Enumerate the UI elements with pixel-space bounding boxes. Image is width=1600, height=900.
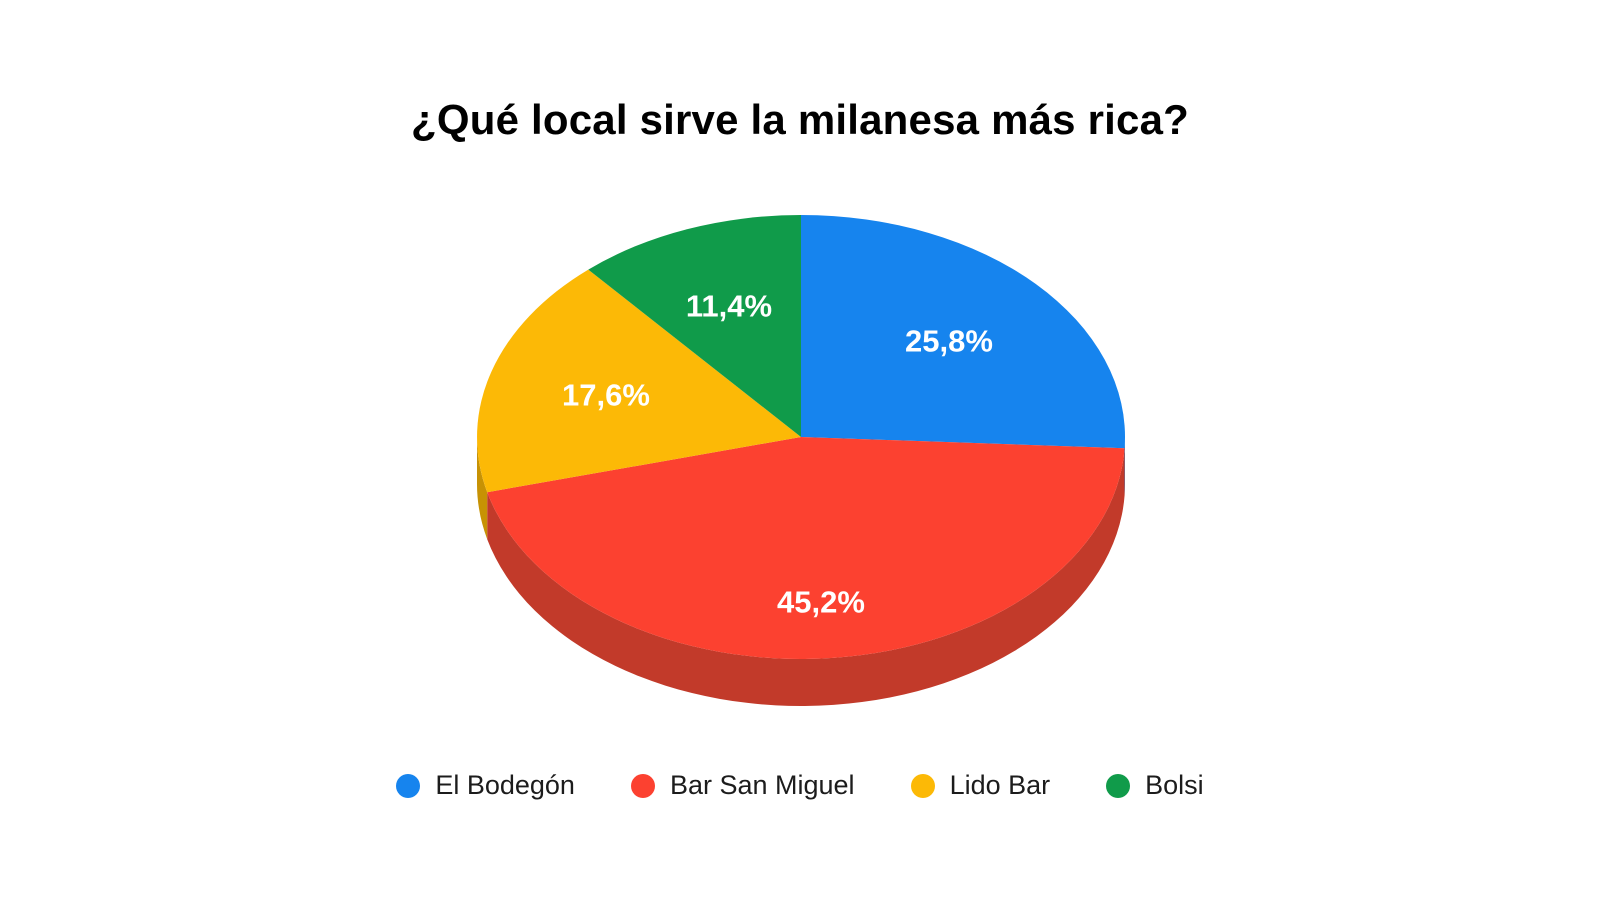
pie-slice-1 xyxy=(487,437,1125,659)
pie-slice-2 xyxy=(477,269,801,493)
slice-label-0: 25,8% xyxy=(905,324,993,359)
legend-swatch-icon xyxy=(630,773,655,798)
pie-slice-3 xyxy=(588,215,801,437)
slice-label-3: 11,4% xyxy=(686,289,772,324)
legend-item-2: Lido Bar xyxy=(910,770,1051,801)
chart-legend: El Bodegón Bar San Miguel Lido Bar Bolsi xyxy=(0,770,1600,801)
legend-item-0: El Bodegón xyxy=(396,770,575,801)
slice-label-1: 45,2% xyxy=(777,585,865,620)
pie-slice-0 xyxy=(801,215,1126,449)
legend-item-3: Bolsi xyxy=(1106,770,1204,801)
legend-label: El Bodegón xyxy=(435,770,575,800)
legend-label: Bolsi xyxy=(1145,770,1204,800)
pie-slice-side-1 xyxy=(487,448,1125,706)
legend-label: Bar San Miguel xyxy=(669,770,855,800)
pie-slice-side-2 xyxy=(477,437,488,540)
legend-swatch-icon xyxy=(910,773,935,798)
legend-swatch-icon xyxy=(396,773,421,798)
legend-item-1: Bar San Miguel xyxy=(630,770,855,801)
legend-label: Lido Bar xyxy=(949,770,1051,800)
chart-title: ¿Qué local sirve la milanesa más rica? xyxy=(411,96,1189,143)
legend-swatch-icon xyxy=(1106,773,1131,798)
slice-label-2: 17,6% xyxy=(562,378,650,413)
